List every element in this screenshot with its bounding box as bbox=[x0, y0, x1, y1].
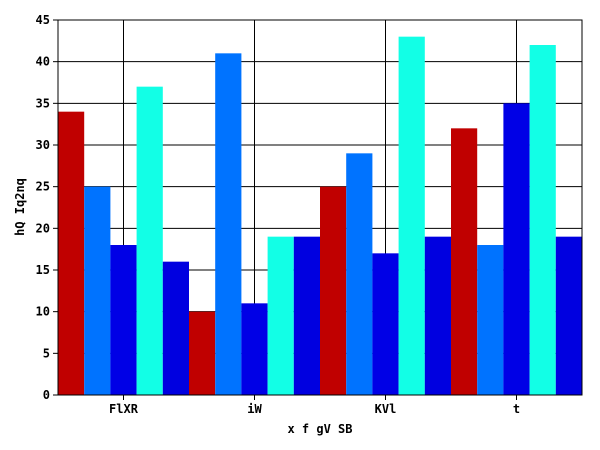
x-axis-title: x f gV SB bbox=[287, 422, 352, 436]
bar-FlXR-series-3 bbox=[110, 245, 137, 395]
y-tick-label: 20 bbox=[36, 221, 50, 235]
bar-FlXR-series-2 bbox=[84, 186, 111, 395]
x-tick-label: KVl bbox=[375, 402, 397, 416]
bar-FlXR-series-1 bbox=[58, 111, 85, 396]
bar-t-series-5 bbox=[555, 236, 582, 395]
bar-iW-series-5 bbox=[293, 236, 320, 395]
y-tick-label: 5 bbox=[43, 346, 50, 360]
bar-t-series-4 bbox=[529, 45, 556, 395]
bar-t-series-2 bbox=[477, 245, 504, 395]
bars bbox=[58, 36, 582, 396]
y-tick-label: 15 bbox=[36, 263, 50, 277]
x-tick-label: t bbox=[513, 402, 520, 416]
bar-iW-series-4 bbox=[267, 236, 294, 395]
bar-t-series-3 bbox=[503, 103, 530, 395]
bar-KVl-series-3 bbox=[372, 253, 399, 395]
y-tick-label: 0 bbox=[43, 388, 50, 402]
y-tick-label: 25 bbox=[36, 180, 50, 194]
bar-t-series-1 bbox=[451, 128, 478, 396]
bar-KVl-series-1 bbox=[320, 186, 347, 395]
y-tick-label: 35 bbox=[36, 96, 50, 110]
plot-frame bbox=[57, 19, 583, 396]
bar-FlXR-series-5 bbox=[162, 261, 189, 395]
bar-iW-series-3 bbox=[241, 303, 268, 395]
y-tick-label: 45 bbox=[36, 13, 50, 27]
y-tick-label: 10 bbox=[36, 305, 50, 319]
x-tick-label: iW bbox=[247, 402, 262, 416]
bar-iW-series-2 bbox=[215, 53, 242, 395]
y-tick-label: 40 bbox=[36, 55, 50, 69]
bar-FlXR-series-4 bbox=[136, 86, 163, 396]
x-axis: FlXR iW KVl t bbox=[109, 395, 520, 416]
y-axis-title: hQ Iq2nq bbox=[13, 178, 27, 236]
bar-KVl-series-5 bbox=[424, 236, 451, 395]
bar-KVl-series-2 bbox=[346, 153, 373, 395]
y-axis: 0 5 10 15 20 25 30 35 40 45 bbox=[36, 13, 58, 402]
x-tick-label: FlXR bbox=[109, 402, 139, 416]
bar-iW-series-1 bbox=[189, 311, 216, 395]
bar-KVl-series-4 bbox=[398, 36, 425, 396]
y-tick-label: 30 bbox=[36, 138, 50, 152]
